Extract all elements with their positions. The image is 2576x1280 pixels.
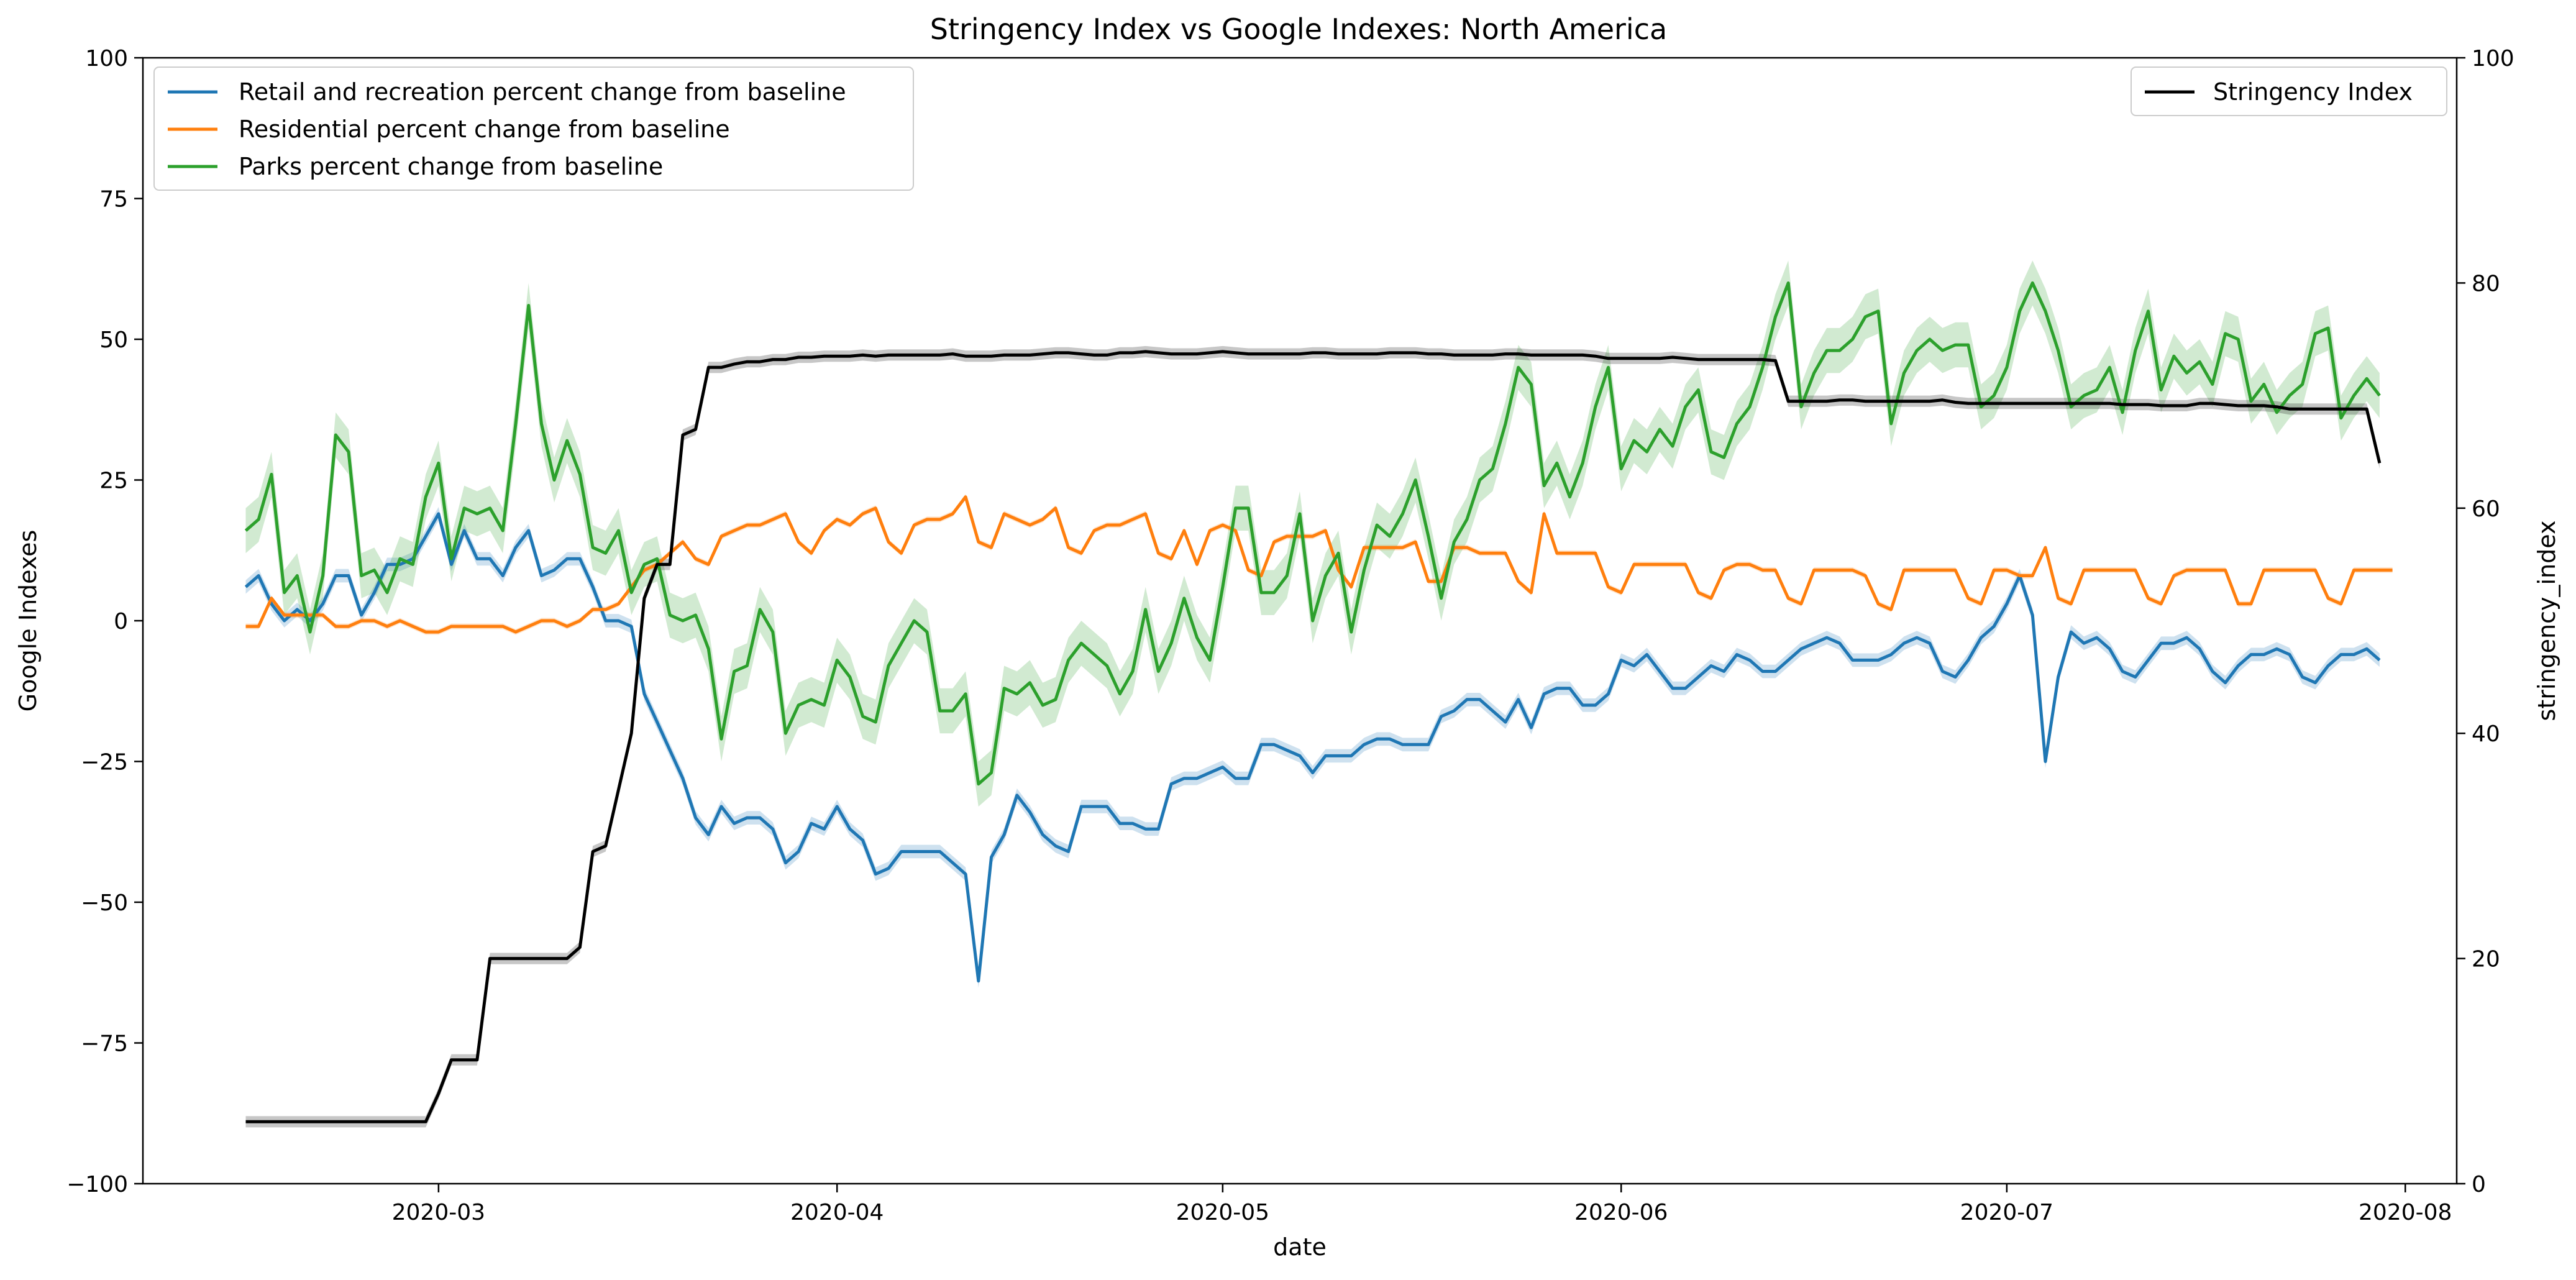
y-tick-label: 50 xyxy=(99,327,128,353)
y2-tick-label: 100 xyxy=(2472,46,2514,71)
y2-tick-label: 40 xyxy=(2472,721,2500,747)
x-tick-label: 2020-03 xyxy=(392,1200,485,1225)
x-axis-label: date xyxy=(1273,1233,1327,1261)
y-axis-label: Google Indexes xyxy=(14,530,42,712)
y-tick-label: −100 xyxy=(66,1172,128,1197)
y-tick-label: −75 xyxy=(81,1031,128,1057)
x-tick-label: 2020-04 xyxy=(790,1200,884,1225)
legend-google: Retail and recreation percent change fro… xyxy=(153,66,914,191)
series-lines xyxy=(244,281,2393,1123)
x-tick-label: 2020-05 xyxy=(1176,1200,1269,1225)
series-line-3 xyxy=(245,350,2382,1123)
y2-tick-label: 0 xyxy=(2472,1172,2486,1197)
y-tick-label: 25 xyxy=(99,469,128,494)
x-tick-label: 2020-07 xyxy=(1960,1200,2053,1225)
x-tick-label: 2020-06 xyxy=(1574,1200,1668,1225)
confidence-bands xyxy=(245,260,2393,1128)
y-tick-label: 100 xyxy=(85,46,128,71)
y-tick-label: −50 xyxy=(81,890,128,916)
y-axis-left: −100 −75 −50 −25 0 25 50 75 100 xyxy=(66,46,143,1197)
x-axis: 2020-03 2020-04 2020-05 2020-06 2020-07 2020-… xyxy=(392,1184,2452,1225)
legend-label-parks: Parks percent change from baseline xyxy=(239,153,663,180)
legend-google-box xyxy=(153,66,914,191)
series-band-2 xyxy=(245,260,2380,807)
y-tick-label: 0 xyxy=(114,609,128,634)
legend-label-residential: Residential percent change from baseline xyxy=(239,116,730,143)
legend-stringency-box xyxy=(2131,66,2447,116)
y2-tick-label: 60 xyxy=(2472,496,2500,522)
y-tick-label: 75 xyxy=(99,187,128,213)
y2-tick-label: 80 xyxy=(2472,271,2500,296)
x-tick-label: 2020-08 xyxy=(2359,1200,2452,1225)
y2-axis-label: stringency_index xyxy=(2533,521,2560,721)
series-line-2 xyxy=(244,281,2381,786)
legend-label-retail: Retail and recreation percent change fro… xyxy=(239,78,846,106)
y-axis-right: 0 20 40 60 80 100 xyxy=(2457,46,2514,1197)
chart-title: Stringency Index vs Google Indexes: Nort… xyxy=(930,12,1667,46)
legend-label-stringency: Stringency Index xyxy=(2213,78,2413,106)
legend-stringency: Stringency Index xyxy=(2131,66,2447,116)
y2-tick-label: 20 xyxy=(2472,947,2500,972)
y-tick-label: −25 xyxy=(81,750,128,775)
series-line-1 xyxy=(245,495,2393,634)
